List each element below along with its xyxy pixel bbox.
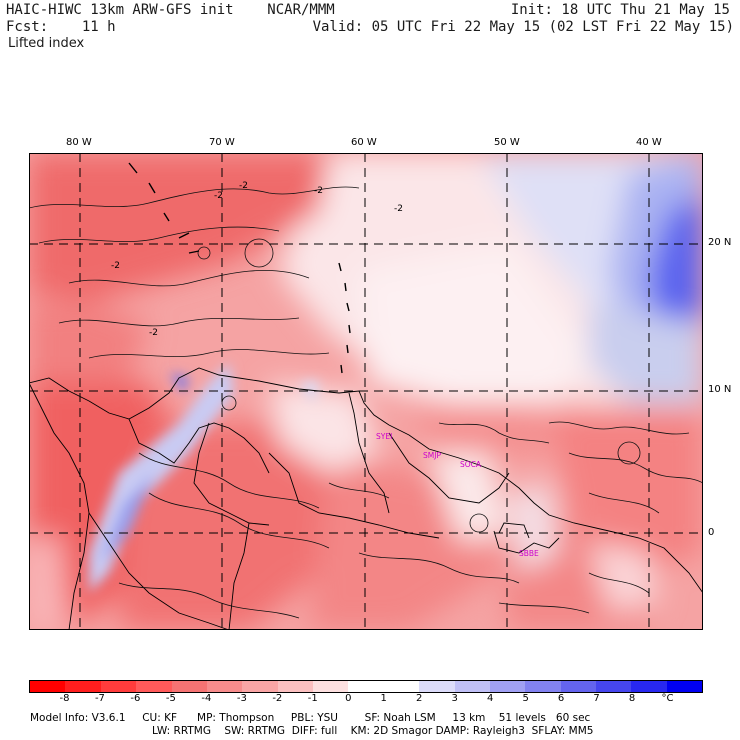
lon-label-80w: 80 W bbox=[66, 137, 92, 148]
lon-label-50w: 50 W bbox=[494, 137, 520, 148]
lat-label-20n: 20 N bbox=[708, 237, 732, 248]
legend-tick-label: 0 bbox=[345, 693, 352, 704]
legend-tick-label: 3 bbox=[451, 693, 458, 704]
contour-label: -2 bbox=[111, 261, 120, 271]
legend-swatch bbox=[419, 681, 455, 692]
legend-swatch bbox=[454, 681, 490, 692]
coastlines bbox=[29, 367, 703, 630]
lon-label-60w: 60 W bbox=[351, 137, 377, 148]
contour-label: -2 bbox=[314, 186, 323, 196]
legend-swatch bbox=[100, 681, 137, 692]
contour-label: -2 bbox=[239, 181, 248, 191]
legend-tick-label: 5 bbox=[522, 693, 529, 704]
forecast-hour: Fcst: 11 h bbox=[6, 19, 116, 35]
legend-swatch bbox=[383, 681, 420, 692]
model-info: Model Info: V3.6.1 CU: KF MP: Thompson P… bbox=[30, 712, 591, 724]
field-andes-strip bbox=[89, 363, 319, 593]
valid-time: Valid: 05 UTC Fri 22 May 15 (02 LST Fri … bbox=[312, 19, 734, 35]
lon-label-70w: 70 W bbox=[209, 137, 235, 148]
legend-tick-label: -2 bbox=[272, 693, 283, 704]
contour-label: -2 bbox=[149, 328, 158, 338]
legend-swatch bbox=[171, 681, 207, 692]
lesser-antilles bbox=[128, 162, 351, 374]
lifted-index-map: -2 -2 -2 -2 -2 -2 SYEI SMJP SOCA SBBE bbox=[29, 153, 703, 630]
model-physics: LW: RRTMG SW: RRTMG DIFF: full KM: 2D Sm… bbox=[152, 725, 594, 737]
legend-tick-label: -3 bbox=[236, 693, 247, 704]
legend-swatch bbox=[666, 681, 703, 692]
contour-label: -2 bbox=[214, 191, 223, 201]
lon-label-40w: 40 W bbox=[636, 137, 662, 148]
legend-tick-label: 4 bbox=[486, 693, 494, 704]
legend-swatch bbox=[206, 681, 243, 692]
legend-tick-label: 7 bbox=[593, 693, 600, 704]
legend-swatch bbox=[242, 681, 278, 692]
legend-tick-label: -4 bbox=[201, 693, 212, 704]
legend-swatch bbox=[65, 681, 101, 692]
legend-swatch bbox=[277, 681, 313, 692]
legend-tick-label: 2 bbox=[416, 693, 423, 704]
contour-label: -2 bbox=[394, 204, 403, 214]
color-legend bbox=[29, 680, 703, 693]
legend-tick-label: °C bbox=[661, 693, 674, 704]
legend-swatch bbox=[313, 681, 349, 692]
legend-tick-label: -5 bbox=[165, 693, 176, 704]
field-name: Lifted index bbox=[8, 36, 85, 51]
contour-lines bbox=[29, 186, 703, 619]
contour-labels: -2 -2 -2 -2 -2 -2 bbox=[111, 181, 403, 338]
station-smjp: SMJP bbox=[423, 451, 441, 460]
lat-label-10n: 10 N bbox=[708, 384, 732, 395]
legend-swatch bbox=[348, 681, 384, 692]
legend-swatch bbox=[560, 681, 596, 692]
legend-swatch bbox=[30, 681, 66, 692]
legend-swatch bbox=[489, 681, 526, 692]
legend-tick-label: -6 bbox=[130, 693, 141, 704]
legend-tick-label: -7 bbox=[94, 693, 105, 704]
legend-tick-label: 1 bbox=[380, 693, 387, 704]
legend-tick-label: -1 bbox=[307, 693, 318, 704]
legend-swatch bbox=[136, 681, 172, 692]
graticule bbox=[29, 153, 703, 630]
init-time: Init: 18 UTC Thu 21 May 15 bbox=[510, 2, 730, 18]
legend-tick-label: 8 bbox=[628, 693, 636, 704]
map-frame bbox=[29, 153, 703, 630]
legend-tick-label: 6 bbox=[557, 693, 565, 704]
station-syei: SYEI bbox=[376, 432, 393, 441]
legend-swatch bbox=[596, 681, 632, 692]
station-sbbe: SBBE bbox=[519, 549, 539, 558]
legend-swatch bbox=[631, 681, 667, 692]
model-title: HAIC-HIWC 13km ARW-GFS init NCAR/MMM bbox=[6, 2, 335, 18]
lat-label-0: 0 bbox=[708, 527, 715, 538]
station-soca: SOCA bbox=[460, 460, 482, 469]
legend-swatch bbox=[525, 681, 561, 692]
legend-tick-label: -8 bbox=[59, 693, 70, 704]
